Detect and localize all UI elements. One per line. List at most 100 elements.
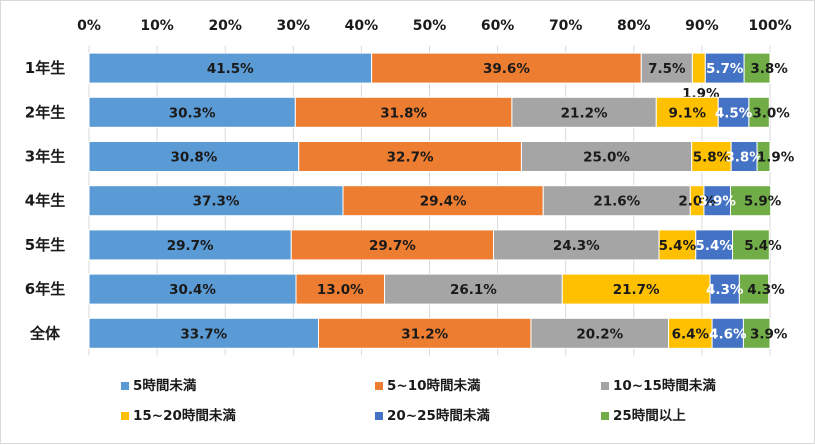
data-label: 3.8% (750, 61, 788, 77)
bar-segment (294, 96, 513, 128)
data-label: 41.5% (207, 61, 254, 77)
bar-segment (493, 229, 660, 261)
category-label: 4年生 (25, 192, 65, 210)
legend-label: 25時間以上 (613, 407, 686, 424)
bar-segment (748, 96, 770, 128)
data-label: 21.2% (561, 105, 608, 121)
data-label: 21.7% (613, 282, 660, 298)
bar-segment (88, 229, 292, 261)
bar-segment (730, 185, 772, 217)
legend-swatch (121, 382, 129, 390)
bar-segment (732, 229, 770, 261)
category-label: 3年生 (25, 148, 65, 166)
bar-segment (561, 273, 711, 305)
bar-segment (371, 52, 642, 84)
bar-segment (88, 141, 300, 172)
data-label: 3.8% (725, 150, 763, 166)
bar-segment (658, 229, 697, 261)
x-tick-label: 60% (481, 18, 515, 34)
category-label: 6年生 (25, 280, 65, 298)
data-label: 39.6% (483, 61, 530, 77)
legend-swatch (375, 412, 383, 420)
x-tick-label: 80% (617, 18, 651, 34)
bar-segment (317, 317, 532, 349)
bar-segment (542, 185, 691, 217)
data-label: 13.0% (317, 282, 364, 298)
legend-label: 5~10時間未満 (387, 377, 481, 394)
category-label: 全体 (29, 324, 61, 342)
legend-label: 5時間未満 (133, 377, 197, 394)
data-label: 21.6% (593, 194, 640, 210)
category-label: 1年生 (25, 59, 65, 77)
data-label: 4.5% (715, 105, 753, 121)
legend-swatch (601, 412, 609, 420)
bar-segment (704, 52, 745, 84)
data-label: 29.7% (167, 238, 214, 254)
data-label: 4.3% (747, 282, 785, 298)
data-label: 37.3% (193, 194, 240, 210)
data-label: 29.7% (369, 238, 416, 254)
bar-segment (88, 185, 344, 217)
bar-segment (691, 141, 732, 172)
legend-swatch (375, 382, 383, 390)
bar-segment (742, 317, 771, 349)
data-label: 30.8% (170, 150, 217, 166)
data-label: 24.3% (553, 238, 600, 254)
data-label: 7.5% (648, 61, 686, 77)
data-label: 3.9% (698, 194, 736, 210)
category-label: 2年生 (25, 103, 65, 121)
bar-segment (511, 96, 657, 128)
x-tick-label: 0% (77, 18, 101, 34)
data-label: 25.0% (583, 150, 630, 166)
bar-segment (691, 52, 706, 84)
data-label: 4.6% (709, 326, 747, 342)
bar-segment (384, 273, 563, 305)
bar-segment (709, 273, 740, 305)
data-label: 5.4% (659, 238, 697, 254)
data-label: 30.3% (169, 105, 216, 121)
category-label: 5年生 (25, 236, 65, 254)
x-tick-label: 50% (413, 18, 447, 34)
data-label: 29.4% (420, 194, 467, 210)
x-tick-label: 100% (748, 18, 791, 34)
data-label: 1.9% (757, 150, 795, 166)
data-label: 26.1% (450, 282, 497, 298)
data-label: 31.2% (401, 326, 448, 342)
data-label: 2.0% (678, 194, 716, 210)
legend-label: 20~25時間未満 (387, 407, 490, 424)
x-tick-label: 90% (685, 18, 719, 34)
bar-segment (756, 141, 771, 172)
bar-segment (743, 52, 771, 84)
data-label: 5.7% (706, 61, 744, 77)
data-label: 5.8% (693, 150, 731, 166)
data-label: 4.3% (706, 282, 744, 298)
x-tick-label: 40% (345, 18, 379, 34)
data-label: 5.4% (695, 238, 733, 254)
data-label: 3.9% (750, 326, 788, 342)
bar-segment (717, 96, 750, 128)
bar-segment (730, 141, 758, 172)
data-label: 31.8% (380, 105, 427, 121)
x-tick-label: 30% (277, 18, 311, 34)
legend-swatch (601, 382, 609, 390)
x-tick-label: 20% (208, 18, 242, 34)
bar-segment (668, 317, 713, 349)
bar-segment (695, 229, 734, 261)
legend-label: 10~15時間未満 (613, 377, 716, 394)
x-tick-label: 70% (549, 18, 583, 34)
data-label: 5.9% (744, 194, 782, 210)
data-label: 33.7% (180, 326, 227, 342)
data-label: 20.2% (576, 326, 623, 342)
bar-segment (88, 52, 373, 84)
bar-segment (711, 317, 744, 349)
data-label: 32.7% (387, 150, 434, 166)
bar-segment (738, 273, 770, 305)
data-label: 5.4% (744, 238, 782, 254)
legend-label: 15~20時間未満 (133, 407, 236, 424)
bar-segment (520, 141, 693, 172)
bar-segment (88, 317, 319, 349)
data-label: 9.1% (669, 105, 707, 121)
data-label: 30.4% (169, 282, 216, 298)
bar-segment (88, 273, 297, 305)
